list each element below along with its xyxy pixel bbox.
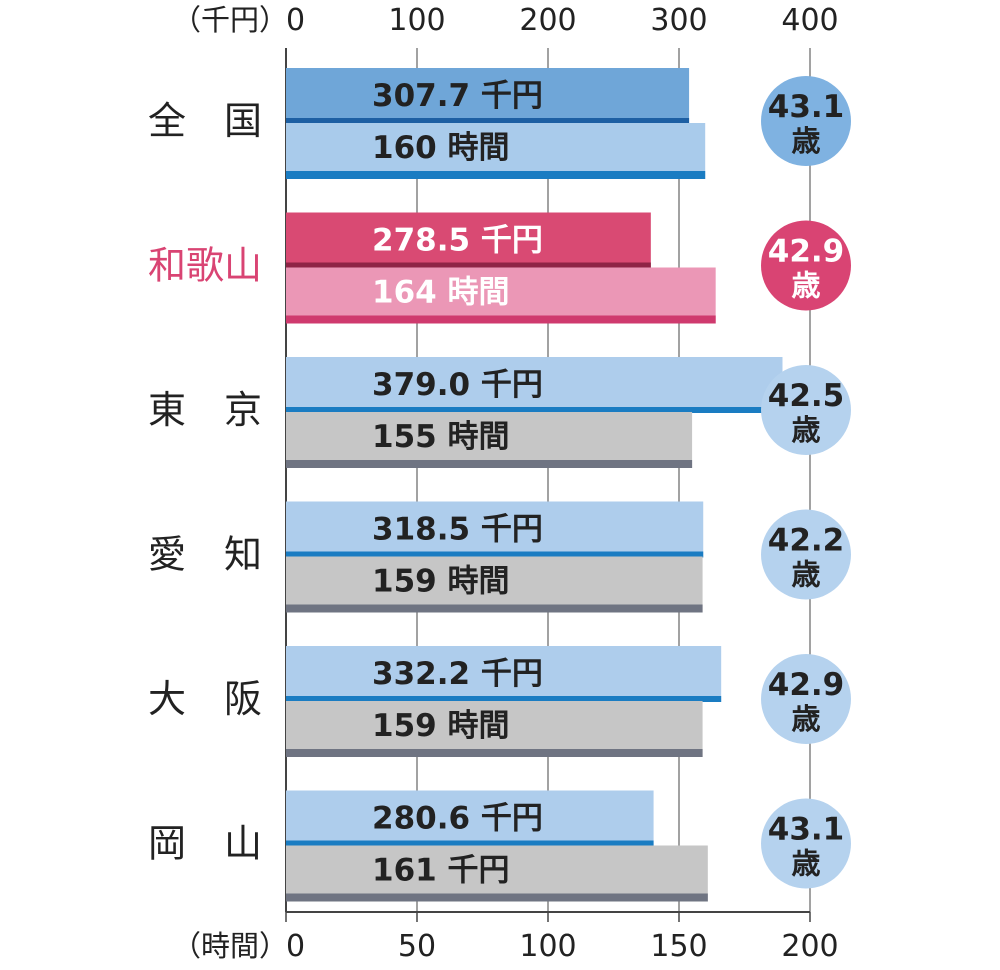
- hours-bar-edge: [286, 171, 706, 179]
- hours-bar: [286, 412, 693, 468]
- age-unit-label: 歳: [791, 702, 820, 736]
- category-label: 岡 山: [148, 822, 262, 866]
- hours-bar-edge: [286, 893, 708, 902]
- hours-value-label: 155 時間: [372, 419, 510, 455]
- age-value-label: 42.9: [768, 667, 845, 703]
- top-tick-label: 200: [519, 3, 576, 38]
- bottom-tick-label: 200: [781, 929, 838, 964]
- wage-value-label: 278.5 千円: [372, 223, 543, 259]
- wage-bar: [286, 790, 654, 847]
- top-tick-label: 300: [650, 3, 707, 38]
- age-bubble: [761, 365, 851, 455]
- wage-bar-edge: [286, 118, 690, 124]
- hours-bar: [286, 845, 708, 902]
- hours-value-label: 164 時間: [372, 275, 510, 311]
- wage-bar: [286, 68, 690, 124]
- age-value-label: 42.9: [768, 234, 845, 270]
- age-bubble: [761, 798, 851, 889]
- age-unit-label: 歳: [791, 847, 820, 881]
- hours-value-label: 161 千円: [372, 853, 510, 889]
- wage-bar-edge: [286, 551, 704, 558]
- wage-value-label: 280.6 千円: [372, 801, 543, 837]
- wage-bar-edge: [286, 840, 654, 847]
- age-bubble: [761, 220, 851, 311]
- bottom-tick-label: 0: [286, 929, 305, 964]
- bottom-axis-unit-label: （時間）: [172, 929, 288, 963]
- age-value-label: 42.5: [768, 378, 845, 414]
- hours-value-label: 159 時間: [372, 708, 510, 744]
- age-unit-label: 歳: [791, 124, 820, 158]
- category-label: 愛 知: [148, 533, 262, 577]
- hours-bar: [286, 123, 706, 179]
- hours-bar-edge: [286, 749, 703, 757]
- top-tick-label: 100: [388, 3, 445, 38]
- category-label: 大 阪: [148, 677, 262, 721]
- age-value-label: 42.2: [768, 523, 845, 559]
- hours-bar: [286, 267, 716, 324]
- wage-value-label: 318.5 千円: [372, 512, 543, 548]
- wage-value-label: 307.7 千円: [372, 78, 543, 114]
- hours-value-label: 160 時間: [372, 130, 510, 166]
- wage-value-label: 332.2 千円: [372, 656, 543, 692]
- bottom-tick-label: 100: [519, 929, 576, 964]
- hours-bar-edge: [286, 604, 703, 613]
- hours-value-label: 159 時間: [372, 564, 510, 600]
- hours-bar: [286, 556, 703, 613]
- age-unit-label: 歳: [791, 558, 820, 592]
- wage-bar: [286, 212, 651, 269]
- top-tick-label: 400: [781, 3, 838, 38]
- age-unit-label: 歳: [791, 269, 820, 303]
- category-label: 全 国: [148, 99, 262, 143]
- category-label: 和歌山: [148, 244, 262, 288]
- top-tick-label: 0: [286, 3, 305, 38]
- bottom-tick-label: 50: [398, 929, 436, 964]
- hours-bar-edge: [286, 315, 716, 324]
- age-unit-label: 歳: [791, 413, 820, 447]
- age-bubble: [761, 509, 851, 600]
- category-label: 東 京: [148, 388, 262, 432]
- bottom-tick-label: 150: [650, 929, 707, 964]
- wage-value-label: 379.0 千円: [372, 367, 543, 403]
- hours-bar: [286, 701, 703, 757]
- wage-bar-edge: [286, 262, 651, 269]
- age-bubble: [761, 654, 851, 744]
- top-axis-unit-label: （千円）: [172, 3, 288, 37]
- age-bubble: [761, 76, 851, 166]
- wage-bar: [286, 646, 722, 702]
- axes: （千円） （時間） 0 100 200 300 400 0 50 100 150 200: [172, 3, 839, 964]
- bars: 307.7 千円 160 時間 278.5 千円 164 時間 379.0 千円 155 …: [286, 68, 783, 902]
- wage-bar: [286, 357, 783, 413]
- hours-bar-edge: [286, 460, 693, 468]
- grid-lines: [285, 48, 811, 922]
- wage-bar-edge: [286, 407, 783, 413]
- wage-bar: [286, 501, 704, 558]
- wage-bar-edge: [286, 696, 722, 702]
- age-value-label: 43.1: [768, 812, 845, 848]
- age-value-label: 43.1: [768, 89, 845, 125]
